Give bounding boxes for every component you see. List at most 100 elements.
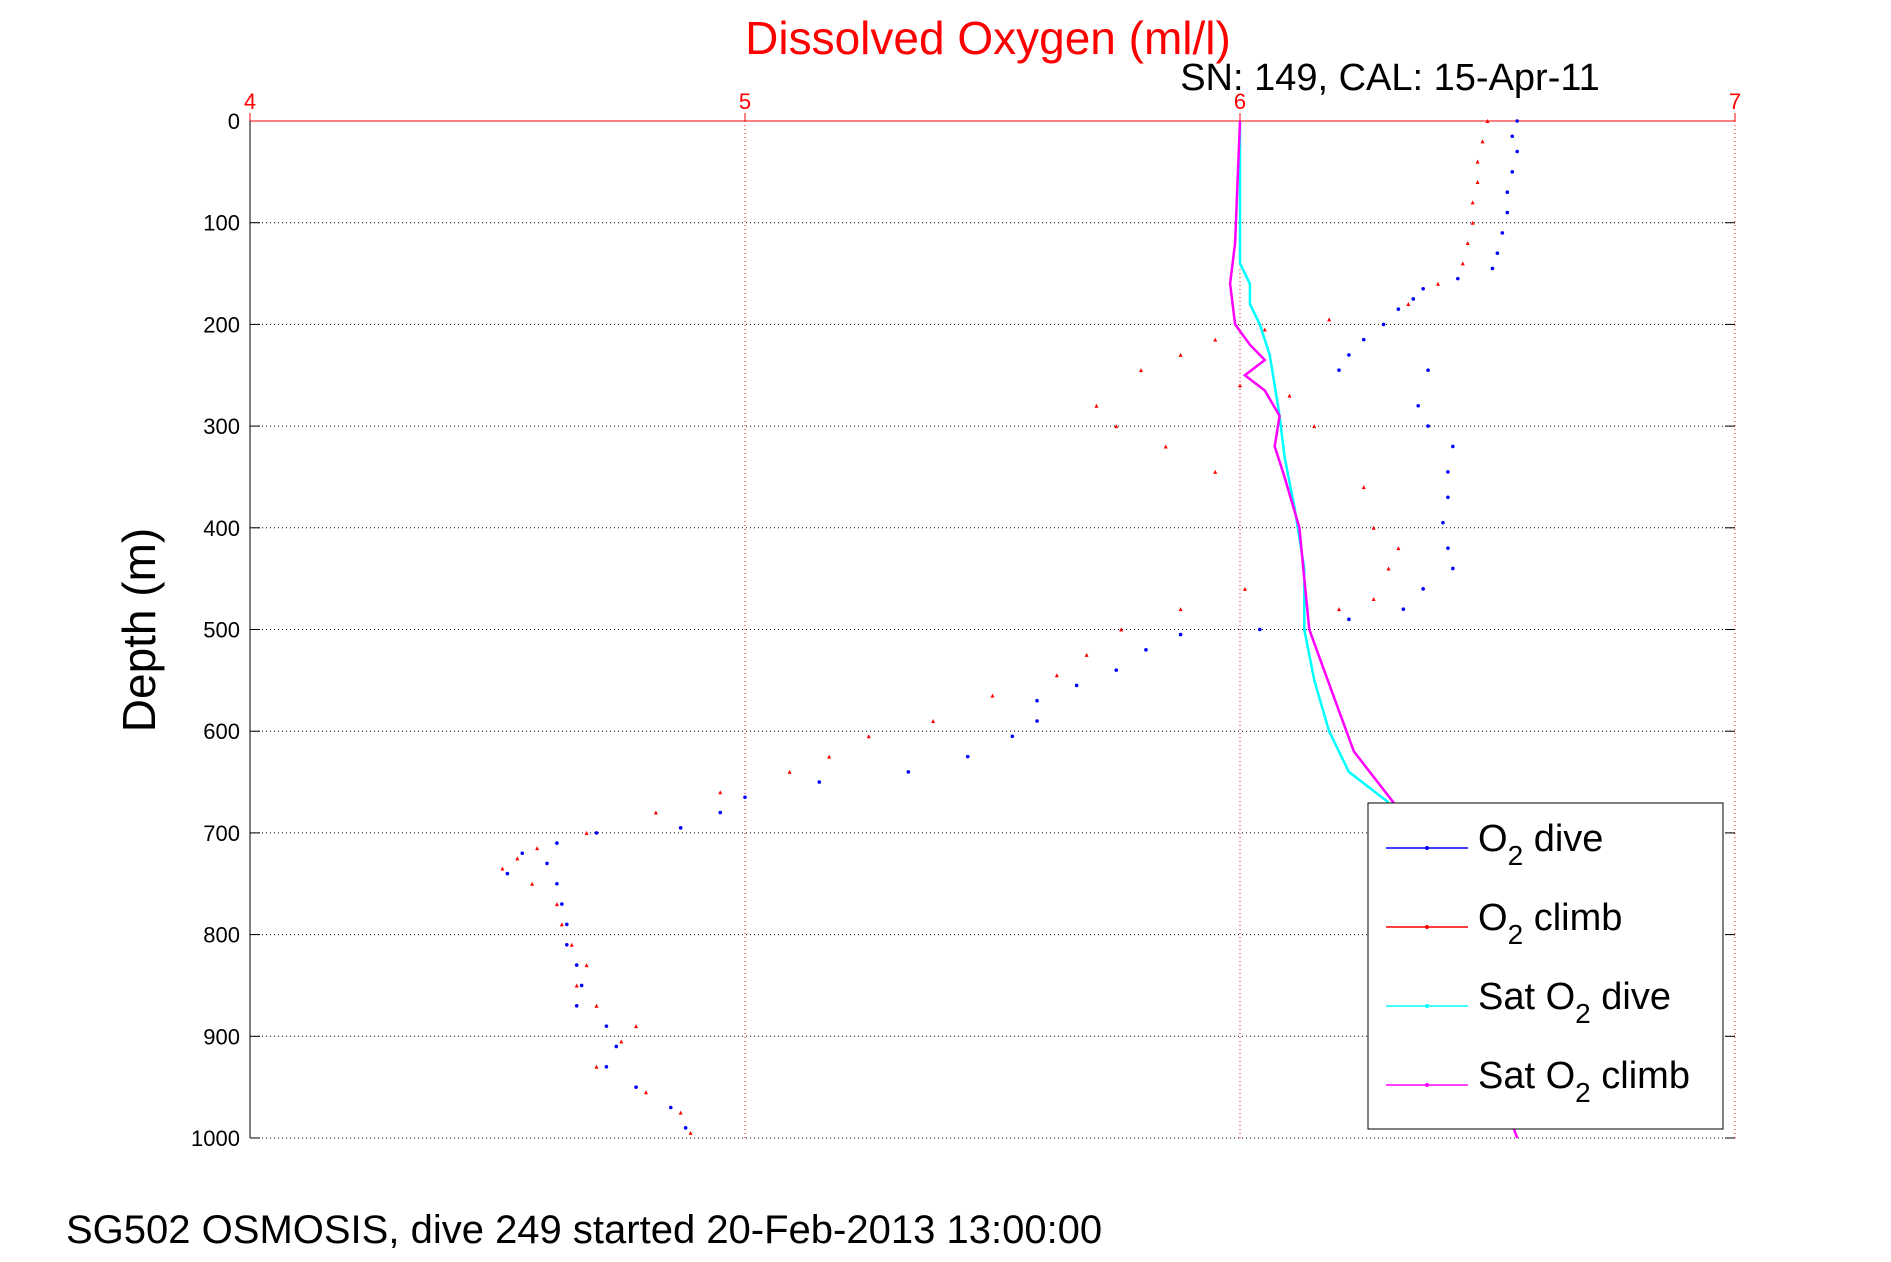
legend-entry: Sat O2 dive (1478, 976, 1671, 1029)
data-point (505, 871, 510, 876)
legend-box (1367, 802, 1724, 1130)
data-point (990, 693, 995, 698)
data-point (1287, 393, 1292, 398)
data-point (560, 902, 564, 906)
data-point (1500, 231, 1505, 235)
data-point (584, 830, 589, 835)
data-point (1178, 632, 1183, 637)
data-point (1495, 251, 1500, 256)
data-point (1347, 353, 1351, 357)
data-point (743, 795, 747, 800)
data-point (1139, 368, 1143, 373)
legend-marker (1425, 846, 1429, 850)
y-axis-label: Depth (m) (113, 528, 165, 732)
data-point (1337, 368, 1341, 372)
data-point (614, 1044, 619, 1049)
data-point (678, 826, 683, 830)
data-point (530, 881, 535, 886)
legend-marker (1425, 925, 1429, 929)
data-point (555, 841, 559, 845)
data-point (579, 983, 584, 988)
data-point (1144, 648, 1148, 652)
data-point (787, 769, 792, 774)
data-point (1114, 668, 1119, 672)
data-point (1436, 281, 1440, 286)
data-point (1421, 287, 1425, 291)
chart-title: Dissolved Oxygen (ml/l) (745, 12, 1231, 64)
y-tick-label: 100 (203, 211, 240, 236)
data-point (653, 810, 658, 815)
data-point (1371, 525, 1376, 530)
data-point (718, 810, 723, 815)
legend: O2 dive O2 climb Sat O2 dive Sat O2 climb (1367, 802, 1724, 1130)
data-point (1114, 424, 1119, 429)
data-point (1401, 607, 1406, 611)
chart-subtitle: SN: 149, CAL: 15-Apr-11 (1180, 57, 1600, 99)
data-point (866, 734, 871, 739)
data-point (1054, 673, 1059, 678)
data-point (515, 856, 520, 861)
data-point (827, 754, 832, 759)
data-point (1361, 337, 1366, 342)
data-point (1451, 444, 1455, 449)
data-point (569, 942, 574, 947)
dive-info-footer: SG502 OSMOSIS, dive 249 started 20-Feb-2… (66, 1208, 1103, 1252)
y-tick-label: 1000 (191, 1126, 240, 1151)
data-point (1421, 587, 1425, 591)
data-point (1490, 266, 1495, 271)
data-point (565, 922, 569, 927)
data-point (1446, 495, 1450, 500)
data-point (1426, 424, 1430, 428)
data-point (1010, 734, 1015, 739)
y-tick-label: 0 (228, 109, 240, 134)
data-point (594, 831, 599, 835)
data-point (965, 754, 970, 759)
data-point (535, 846, 540, 851)
data-point (1480, 139, 1485, 144)
data-point (1242, 586, 1247, 591)
data-point (520, 851, 525, 856)
data-point (1465, 241, 1470, 246)
data-point (1515, 149, 1519, 154)
legend-entry: O2 dive (1478, 818, 1603, 871)
data-point (1475, 180, 1480, 185)
y-tick-label: 900 (203, 1024, 240, 1049)
y-tick-label: 300 (203, 414, 240, 439)
data-point (1446, 470, 1450, 474)
data-point (545, 861, 549, 866)
data-point (574, 983, 579, 988)
data-point (678, 1110, 683, 1115)
data-point (1213, 469, 1218, 474)
data-point (584, 963, 589, 968)
data-point (1396, 546, 1401, 551)
legend-entry: O2 climb (1478, 897, 1622, 950)
x-tick-label: 6 (1234, 89, 1246, 114)
data-point (1035, 698, 1039, 703)
data-point (1262, 327, 1267, 332)
x-tick-label: 5 (739, 89, 751, 114)
data-point (1163, 444, 1168, 449)
y-tick-label: 600 (203, 719, 240, 744)
x-tick-label: 4 (244, 89, 256, 114)
data-point (559, 922, 564, 927)
legend-marker (1425, 1004, 1429, 1008)
series-line (1228, 120, 1519, 1139)
data-point (1381, 322, 1386, 327)
data-point (1312, 424, 1317, 429)
data-point (817, 780, 822, 784)
data-point (683, 1126, 688, 1130)
data-point (1406, 302, 1411, 307)
data-point (634, 1085, 638, 1089)
data-point (1371, 596, 1376, 601)
data-point (931, 719, 936, 724)
data-point (1411, 297, 1416, 301)
data-point (1485, 119, 1490, 123)
data-point (604, 1065, 609, 1069)
data-point (1178, 607, 1183, 612)
y-tick-label: 800 (203, 923, 240, 948)
data-point (565, 942, 569, 947)
data-point (1178, 352, 1183, 357)
data-point (1515, 119, 1519, 123)
data-point (1505, 210, 1510, 215)
